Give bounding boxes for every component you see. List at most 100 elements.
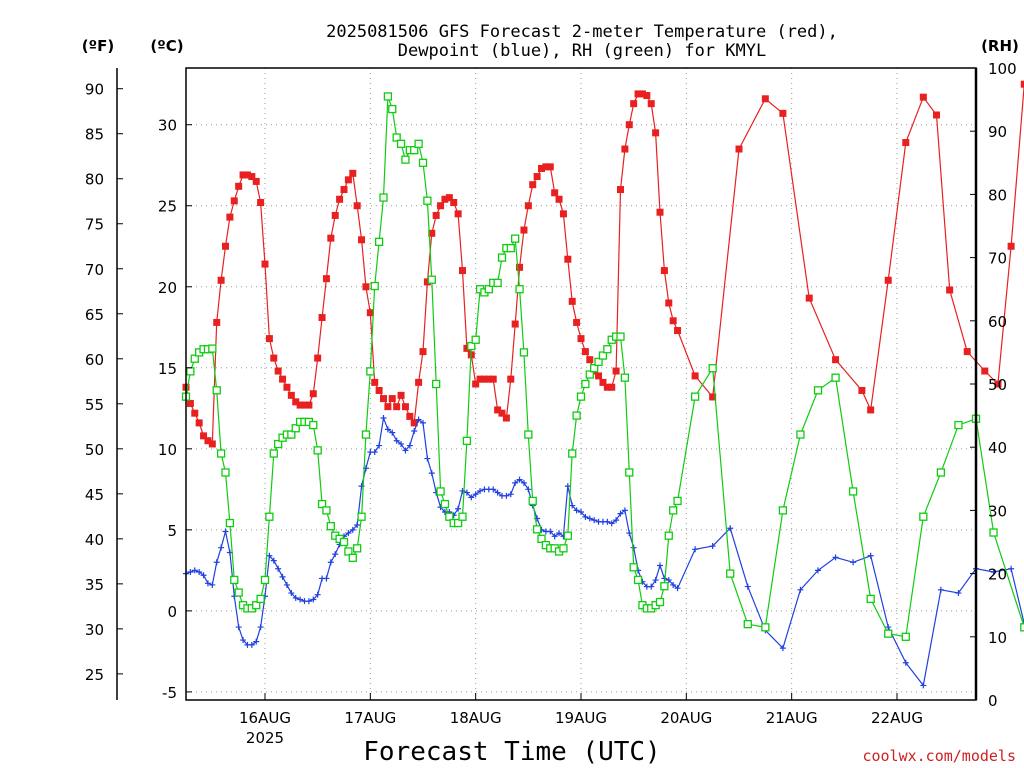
rh-point bbox=[383, 92, 393, 101]
temperature-point bbox=[625, 121, 633, 129]
rh-point bbox=[410, 146, 419, 155]
temperature-point bbox=[384, 403, 392, 411]
temperature-point bbox=[603, 383, 611, 391]
x-tick-label: 18AUG bbox=[450, 709, 502, 727]
dewpoint-point bbox=[573, 507, 580, 514]
dewpoint-point bbox=[490, 486, 497, 493]
celsius-tick-label: 5 bbox=[167, 522, 177, 540]
temperature-point bbox=[213, 318, 221, 326]
dewpoint-point bbox=[626, 530, 633, 537]
rh-point bbox=[576, 392, 586, 401]
temperature-point bbox=[322, 275, 330, 283]
rh-point bbox=[414, 139, 423, 148]
rh-point bbox=[418, 158, 428, 167]
temperature-point bbox=[296, 401, 304, 409]
rh-point bbox=[353, 544, 362, 553]
celsius-tick-label: 0 bbox=[167, 603, 177, 621]
rh-point bbox=[590, 364, 599, 373]
rh-point bbox=[660, 582, 669, 591]
rh-tick-label: 90 bbox=[988, 123, 1007, 141]
dewpoint-point bbox=[384, 426, 391, 433]
rh-point bbox=[287, 430, 296, 439]
dewpoint-point bbox=[709, 543, 716, 550]
rh-point bbox=[458, 512, 467, 521]
dewpoint-point bbox=[275, 565, 282, 572]
temperature-point bbox=[419, 348, 427, 356]
temperature-point bbox=[981, 367, 989, 375]
rh-point bbox=[989, 528, 998, 537]
temperature-point bbox=[612, 367, 620, 375]
dewpoint-point bbox=[380, 415, 387, 422]
dewpoint-point bbox=[310, 596, 317, 603]
rh-point bbox=[313, 446, 322, 455]
dewpoint-point bbox=[354, 521, 361, 528]
temperature-point bbox=[529, 181, 537, 189]
rh-point bbox=[309, 420, 318, 430]
dewpoint-point bbox=[266, 552, 273, 559]
temperature-point bbox=[489, 375, 497, 383]
dewpoint-point bbox=[288, 590, 295, 597]
temperature-point bbox=[933, 111, 940, 119]
dewpoint-point bbox=[371, 449, 378, 456]
rh-point bbox=[568, 449, 577, 458]
temperature-point bbox=[476, 375, 484, 383]
temperature-point bbox=[358, 236, 366, 244]
dewpoint-point bbox=[191, 567, 198, 574]
rh-point bbox=[357, 512, 366, 521]
fahrenheit-tick-label: 50 bbox=[85, 441, 104, 459]
x-tick-label: 22AUG bbox=[871, 709, 923, 727]
rh-point bbox=[216, 449, 226, 458]
dewpoint-point bbox=[279, 573, 286, 580]
rh-point bbox=[563, 531, 572, 540]
dewpoint-point bbox=[920, 682, 927, 689]
temperature-point bbox=[415, 378, 423, 386]
temperature-point bbox=[946, 286, 954, 294]
rh-point bbox=[269, 449, 278, 458]
rh-point bbox=[497, 253, 507, 262]
rh-point bbox=[620, 373, 630, 382]
dewpoint-point bbox=[314, 591, 321, 598]
dewpoint-line bbox=[185, 415, 1024, 687]
dewpoint-point bbox=[630, 544, 637, 551]
x-tick-label: 17AUG bbox=[344, 709, 396, 727]
rh-point bbox=[673, 496, 682, 506]
dewpoint-point bbox=[424, 455, 431, 462]
rh-point bbox=[265, 512, 274, 521]
series-dewpoint bbox=[183, 415, 1024, 689]
temperature-point bbox=[516, 263, 524, 271]
dewpoint-point bbox=[428, 470, 435, 477]
temperature-point bbox=[353, 202, 361, 210]
temperature-point bbox=[608, 383, 616, 391]
celsius-unit-label: (ºC) bbox=[150, 37, 183, 55]
temperature-point bbox=[884, 276, 892, 284]
temperature-point bbox=[480, 375, 488, 383]
rh-point bbox=[726, 569, 735, 578]
dewpoint-point bbox=[551, 533, 558, 540]
dewpoint-point bbox=[235, 624, 242, 631]
rh-point bbox=[252, 601, 261, 610]
dewpoint-point bbox=[292, 594, 299, 601]
rh-point bbox=[572, 411, 581, 420]
temperature-point bbox=[551, 189, 559, 197]
temperature-point bbox=[437, 202, 445, 210]
rh-tick-label: 0 bbox=[988, 692, 998, 710]
fahrenheit-tick-label: 40 bbox=[85, 531, 104, 549]
temperature-point bbox=[331, 211, 339, 219]
temperature-point bbox=[832, 356, 840, 364]
axes: 2530354045505560657075808590-50510152025… bbox=[85, 60, 1017, 747]
rh-point bbox=[664, 531, 673, 540]
temperature-point bbox=[397, 391, 405, 399]
dewpoint-point bbox=[253, 638, 260, 645]
temperature-point bbox=[674, 327, 682, 335]
temperature-point bbox=[494, 406, 502, 414]
rh-point bbox=[594, 357, 603, 367]
rh-point bbox=[348, 553, 357, 562]
dewpoint-point bbox=[507, 491, 514, 498]
temperature-point bbox=[248, 173, 256, 181]
credit-label: coolwx.com/models bbox=[862, 747, 1016, 765]
rh-point bbox=[366, 367, 375, 376]
temperature-point bbox=[445, 194, 453, 202]
rh-point bbox=[427, 275, 436, 284]
rh-point bbox=[537, 534, 546, 543]
